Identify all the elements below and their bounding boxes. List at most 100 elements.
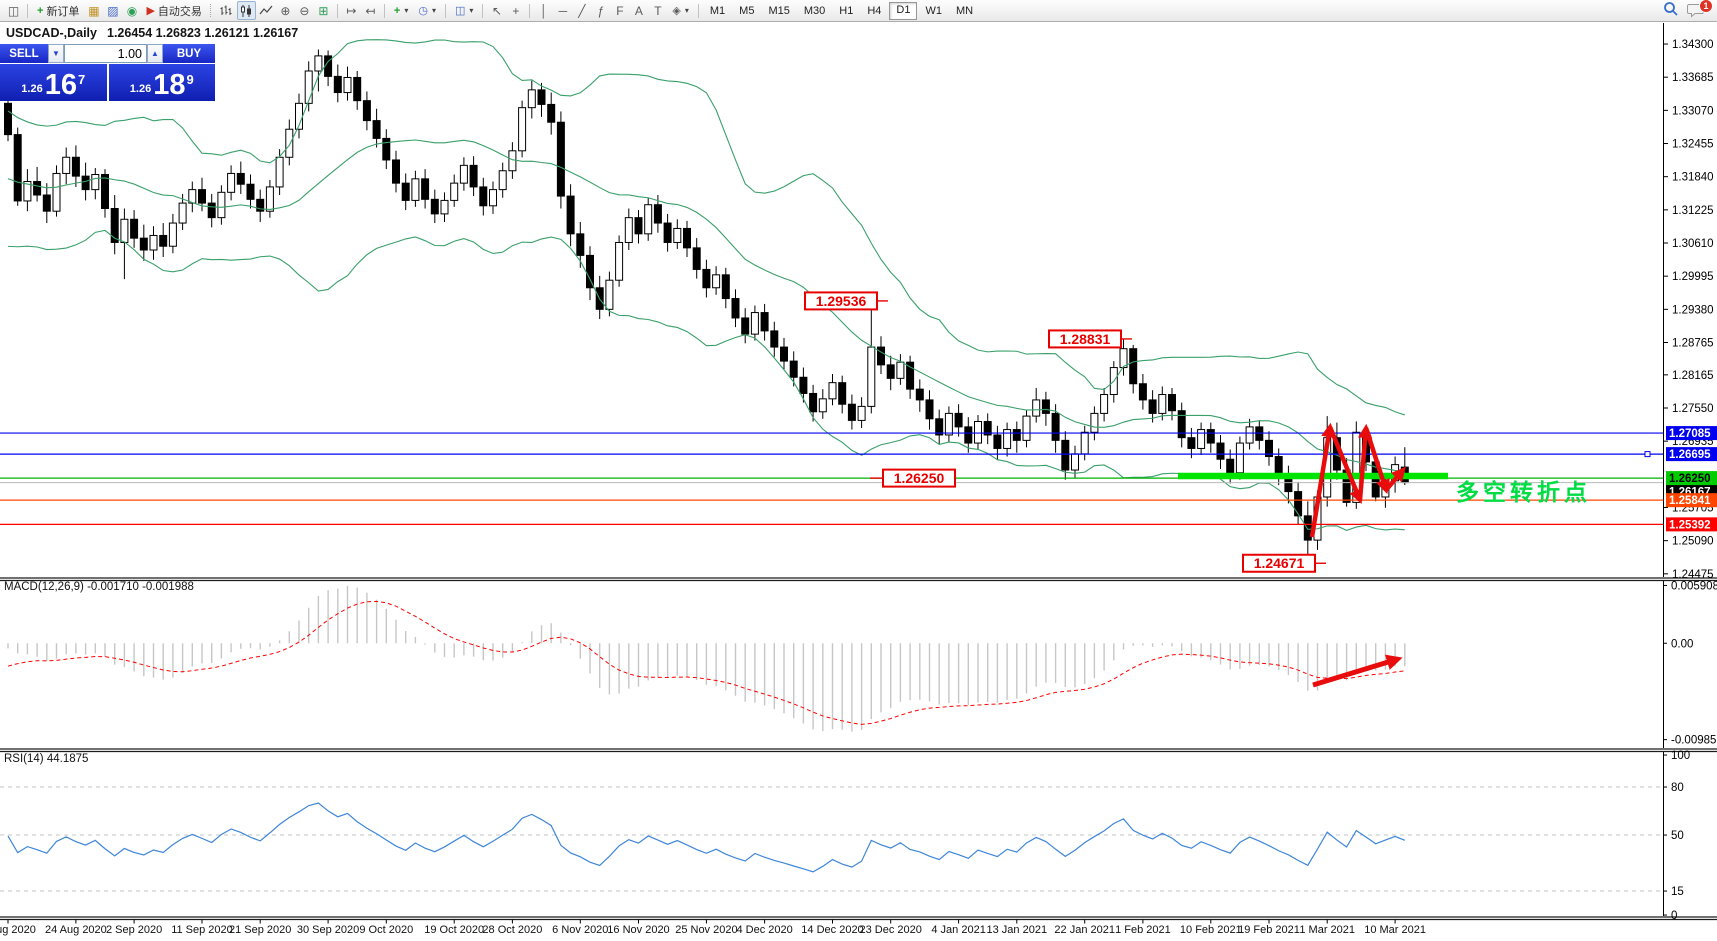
timeframe-m30[interactable]: M30 <box>803 4 826 17</box>
timeframe-m5[interactable]: M5 <box>739 4 755 17</box>
candle-body <box>935 418 944 436</box>
macd-signal-line <box>7 600 1405 725</box>
candle-body <box>741 317 750 335</box>
price-badge-label: 1.26250 <box>1669 473 1711 485</box>
price-tick-label: 1.33685 <box>1672 72 1714 84</box>
buy-price-pip: 9 <box>186 72 194 87</box>
shapes-button[interactable]: ◈ ▾ <box>667 2 693 20</box>
add-indicator-button[interactable]: + ▾ <box>389 2 413 20</box>
macd-panel-area[interactable] <box>7 585 1406 732</box>
macd-trend-arrow[interactable] <box>1312 654 1403 688</box>
date-label: 30 Sep 2020 <box>297 924 359 936</box>
candle-body <box>818 398 827 413</box>
macd-tick-label: 0.00 <box>1671 638 1693 650</box>
candle-body <box>770 330 779 348</box>
volume-increase-button[interactable]: ▲ <box>147 44 163 63</box>
line-chart-icon[interactable] <box>258 2 275 19</box>
tile-windows-icon[interactable]: ⊞ <box>318 3 329 18</box>
price-tick-label: 1.25090 <box>1672 536 1714 548</box>
candle-body <box>1148 399 1157 414</box>
candle-body <box>217 191 226 219</box>
text-label-tool-icon[interactable]: T <box>654 3 662 18</box>
line-handle[interactable] <box>1644 451 1651 458</box>
timeframe-m1[interactable]: M1 <box>709 4 726 17</box>
candlestick-chart-icon[interactable] <box>236 1 256 20</box>
horizontal-line-tool-icon[interactable]: ─ <box>558 3 568 18</box>
candle-body <box>52 172 61 212</box>
candle-body <box>198 189 206 204</box>
volume-input[interactable] <box>64 44 147 63</box>
turning-point-annotation[interactable]: 多空转折点 <box>1456 479 1591 505</box>
price-badge-label: 1.26695 <box>1669 449 1711 461</box>
trendline-tool-icon[interactable]: ╱ <box>578 3 586 18</box>
autotrade-button[interactable]: ▶ 自动交易 <box>141 2 206 20</box>
timeframe-h4[interactable]: H4 <box>867 4 882 17</box>
macd-label: MACD(12,26,9) <box>4 581 84 593</box>
auto-scroll-icon[interactable]: ↦ <box>346 3 357 18</box>
price-annotation-box[interactable]: 1.24671 <box>1242 553 1326 573</box>
periods-button[interactable]: ◷ ▾ <box>413 2 441 20</box>
candle-body <box>1245 426 1254 444</box>
equidistant-channel-icon[interactable]: F <box>616 3 624 18</box>
candle-body <box>469 164 478 188</box>
fibonacci-tool-icon[interactable]: ƒ <box>597 3 605 18</box>
bar-chart-icon[interactable] <box>218 2 235 19</box>
svg-text:1.28831: 1.28831 <box>1060 331 1111 347</box>
zoom-in-icon[interactable]: ⊕ <box>280 3 291 18</box>
sell-price-panel[interactable]: 1.26 16 7 <box>0 64 107 101</box>
rsi-panel-area[interactable] <box>0 786 1663 892</box>
main-chart-area[interactable] <box>0 39 1663 564</box>
support-zone-bar[interactable] <box>1178 472 1448 480</box>
styles-icon[interactable]: ▦ <box>88 3 100 18</box>
price-tick-label: 1.32455 <box>1672 139 1714 151</box>
candle-body <box>847 403 856 421</box>
candle-body <box>731 298 740 319</box>
candle-body <box>1187 437 1196 449</box>
date-label: 10 Feb 2021 <box>1180 924 1242 936</box>
profiles-button[interactable]: ◫ ▾ <box>450 2 478 20</box>
volume-decrease-button[interactable]: ▼ <box>48 44 64 63</box>
candle-body <box>605 279 614 310</box>
price-annotation-box[interactable]: 1.28831 <box>1048 329 1132 349</box>
candle-body <box>527 89 536 109</box>
zoom-out-icon[interactable]: ⊖ <box>299 3 310 18</box>
cursor-icon[interactable]: ↖ <box>491 3 502 18</box>
new-order-button[interactable]: + 新订单 <box>32 2 84 20</box>
search-icon[interactable] <box>1663 1 1679 20</box>
candle-body <box>644 204 653 235</box>
candle-body <box>799 376 808 394</box>
signal-icon[interactable]: ◉ <box>126 3 138 18</box>
text-tool-icon[interactable]: A <box>634 3 643 18</box>
chart-shift-icon[interactable]: ↤ <box>365 3 376 18</box>
crosshair-icon[interactable]: + <box>512 3 520 18</box>
price-annotation-box[interactable]: 1.26250 <box>870 468 956 488</box>
new-order-plus-icon: + <box>37 4 44 17</box>
notifications-icon[interactable]: 1 <box>1687 0 1713 19</box>
price-annotation-box[interactable]: 1.29536 <box>804 291 888 311</box>
timeframe-d1[interactable]: D1 <box>889 1 918 20</box>
candle-body <box>1177 410 1186 439</box>
timeframe-m15[interactable]: M15 <box>768 4 790 17</box>
sell-button[interactable]: SELL <box>0 44 48 63</box>
candle-body <box>828 382 837 400</box>
timeframe-h1[interactable]: H1 <box>839 4 854 17</box>
timeframe-w1[interactable]: W1 <box>925 4 942 17</box>
charts-icon[interactable]: ▨ <box>107 3 119 18</box>
macd-panel-label: MACD(12,26,9) -0.001710 -0.001988 <box>4 581 194 593</box>
timeframe-mn[interactable]: MN <box>955 4 974 17</box>
candle-body <box>915 388 924 401</box>
price-badge-label: 1.25841 <box>1669 495 1711 507</box>
trend-zigzag-arrows[interactable] <box>1309 422 1406 538</box>
buy-price-panel[interactable]: 1.26 18 9 <box>108 64 215 101</box>
buy-button[interactable]: BUY <box>163 44 215 63</box>
candle-body <box>343 76 352 94</box>
toolbar-separator <box>482 3 484 18</box>
date-label: 16 Nov 2020 <box>607 924 669 936</box>
terminal-icon[interactable]: ◫ <box>7 3 20 18</box>
vertical-line-tool-icon[interactable]: │ <box>540 3 548 18</box>
candle-body <box>265 186 274 212</box>
candle-body <box>702 268 711 289</box>
candle-body <box>1168 394 1176 412</box>
toolbar-separator <box>27 3 28 18</box>
